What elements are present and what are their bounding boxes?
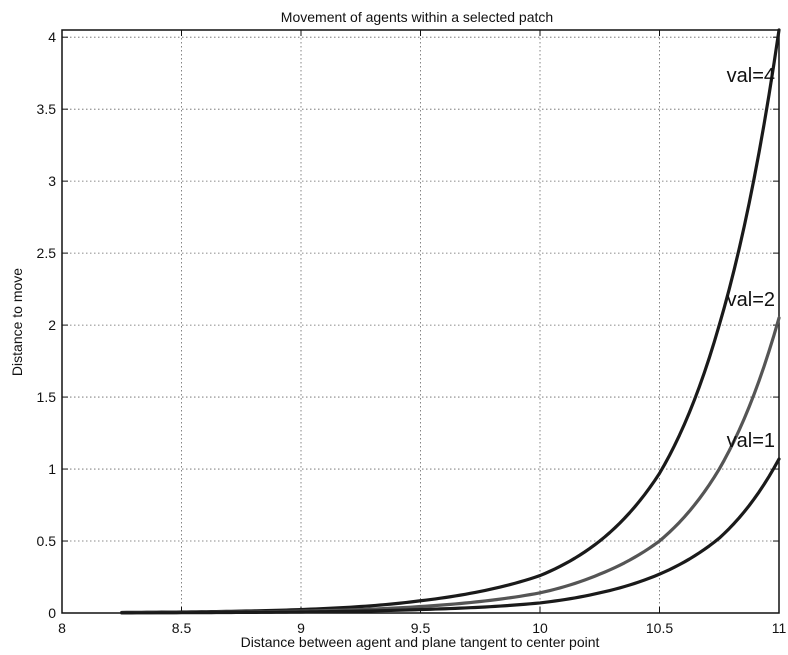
plot-frame: [61, 29, 780, 614]
series-line-val-4: [120, 28, 781, 615]
x-tick-label: 9.5: [411, 620, 431, 636]
x-tick-label: 10: [532, 620, 548, 636]
x-tick-label: 11: [772, 620, 787, 636]
y-tick-label: 0: [48, 605, 56, 621]
x-tick-label: 8: [58, 620, 66, 636]
series-line-val-1: [120, 457, 781, 615]
x-tick-label: 9: [297, 620, 305, 636]
series-label-val-4: val=4: [727, 65, 775, 87]
chart-title: Movement of agents within a selected pat…: [281, 9, 553, 25]
x-tick-label: 10.5: [646, 620, 673, 636]
y-axis-title: Distance to move: [9, 268, 25, 376]
series-label-val-1: val=1: [727, 430, 775, 452]
series-line-val-2: [120, 316, 781, 615]
y-tick-label: 3.5: [37, 101, 57, 117]
series-group: val=4 val=2 val=1: [120, 28, 781, 615]
x-tick-label: 8.5: [172, 620, 192, 636]
y-tick-label: 1.5: [37, 389, 57, 405]
y-tick-label: 0.5: [37, 533, 57, 549]
x-axis-title: Distance between agent and plane tangent…: [241, 634, 600, 650]
grid: [62, 30, 779, 613]
y-tick-label: 2.5: [37, 245, 57, 261]
y-tick-label: 1: [48, 461, 56, 477]
x-axis-ticks: 8 8.5 9 9.5 10 10.5 11: [58, 30, 786, 636]
y-tick-label: 2: [48, 317, 56, 333]
y-tick-label: 3: [48, 173, 56, 189]
y-tick-label: 4: [48, 29, 56, 45]
series-label-val-2: val=2: [727, 289, 775, 311]
y-axis-ticks: 0 0.5 1 1.5 2 2.5 3 3.5 4: [37, 29, 779, 621]
